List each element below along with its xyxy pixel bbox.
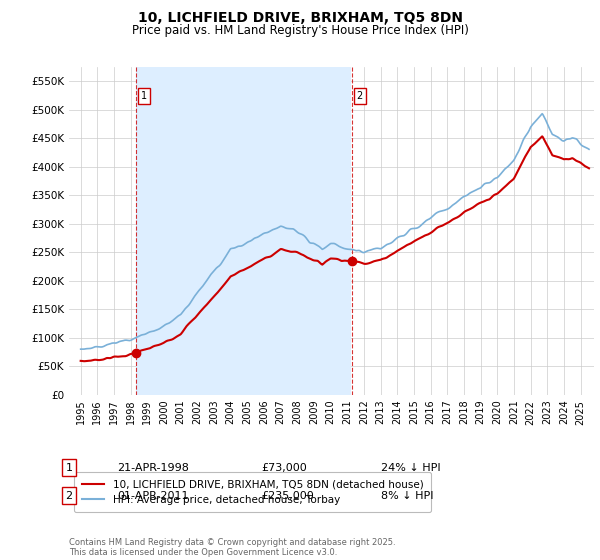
Text: £235,000: £235,000: [261, 491, 314, 501]
Text: 21-APR-1998: 21-APR-1998: [117, 463, 189, 473]
Bar: [136, 67, 352, 395]
Text: Price paid vs. HM Land Registry's House Price Index (HPI): Price paid vs. HM Land Registry's House …: [131, 24, 469, 36]
Text: Contains HM Land Registry data © Crown copyright and database right 2025.
This d: Contains HM Land Registry data © Crown c…: [69, 538, 395, 557]
Text: 24% ↓ HPI: 24% ↓ HPI: [381, 463, 440, 473]
Legend: 10, LICHFIELD DRIVE, BRIXHAM, TQ5 8DN (detached house), HPI: Average price, deta: 10, LICHFIELD DRIVE, BRIXHAM, TQ5 8DN (d…: [74, 472, 431, 512]
Text: 2: 2: [356, 91, 363, 101]
Text: 2: 2: [65, 491, 73, 501]
Text: 01-APR-2011: 01-APR-2011: [117, 491, 188, 501]
Text: 10, LICHFIELD DRIVE, BRIXHAM, TQ5 8DN: 10, LICHFIELD DRIVE, BRIXHAM, TQ5 8DN: [137, 11, 463, 25]
Text: £73,000: £73,000: [261, 463, 307, 473]
Text: 8% ↓ HPI: 8% ↓ HPI: [381, 491, 433, 501]
Text: 1: 1: [65, 463, 73, 473]
Text: 1: 1: [140, 91, 147, 101]
